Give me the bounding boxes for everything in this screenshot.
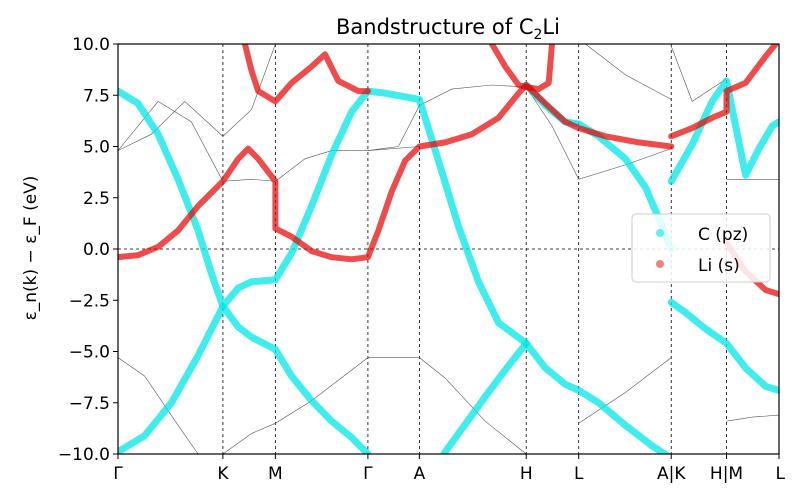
band-line xyxy=(670,45,727,102)
series-li-s xyxy=(118,82,675,263)
series-c-pz-right xyxy=(667,298,779,394)
series-c-pz xyxy=(118,87,672,454)
band-line xyxy=(118,357,199,454)
y-tick-label: 2.5 xyxy=(83,189,110,209)
legend-box xyxy=(631,213,771,283)
x-tick-label: H|M xyxy=(710,464,743,484)
series-c-pz-upper xyxy=(440,339,530,454)
x-tick-label: L xyxy=(574,464,584,484)
x-tick-label: A xyxy=(414,464,426,484)
band-line xyxy=(578,357,672,424)
y-tick-label: −5.0 xyxy=(69,343,110,363)
legend-marker-c-pz xyxy=(656,229,664,237)
series-li-s-upper xyxy=(241,44,371,105)
series-c-pz-right-upper xyxy=(667,77,779,185)
axes: −10.0 −7.5 −5.0 −2.5 0.0 2.5 5.0 7.5 10.0 Γ K M Γ A H L… xyxy=(58,35,786,484)
series-li-s-right xyxy=(668,44,779,140)
legend-label-c-pz: C (pz) xyxy=(698,225,748,245)
y-tick-label: 7.5 xyxy=(83,86,110,106)
band-line xyxy=(726,414,779,422)
band-line xyxy=(585,44,672,100)
legend: C (pz) Li (s) xyxy=(631,213,771,283)
band-line xyxy=(118,44,276,151)
x-tick-label: Γ xyxy=(363,464,373,484)
y-axis-label: ε_n(k) − ε_F (eV) xyxy=(21,176,41,321)
chart-title: Bandstructure of C2Li xyxy=(336,15,560,43)
x-tick-label: K xyxy=(217,464,229,484)
x-tick-label: A|K xyxy=(657,464,686,484)
y-tick-label: −2.5 xyxy=(69,291,110,311)
x-tick-label: L xyxy=(776,464,786,484)
series-c-pz-lower xyxy=(118,302,372,454)
band-line xyxy=(222,357,527,454)
legend-label-li-s: Li (s) xyxy=(698,256,740,276)
y-tick-label: 5.0 xyxy=(83,138,110,158)
y-tick-label: −10.0 xyxy=(58,445,110,465)
band-line xyxy=(367,84,672,180)
x-tick-label: H xyxy=(520,464,533,484)
y-tick-label: 0.0 xyxy=(83,240,110,260)
legend-marker-li-s xyxy=(656,260,664,268)
x-tick-label: M xyxy=(268,464,283,484)
y-tick-label: −7.5 xyxy=(69,394,110,414)
x-tick-label: Γ xyxy=(113,464,123,484)
y-tick-label: 10.0 xyxy=(72,35,110,55)
band-line xyxy=(118,101,420,182)
series-li-s-h xyxy=(488,44,555,93)
